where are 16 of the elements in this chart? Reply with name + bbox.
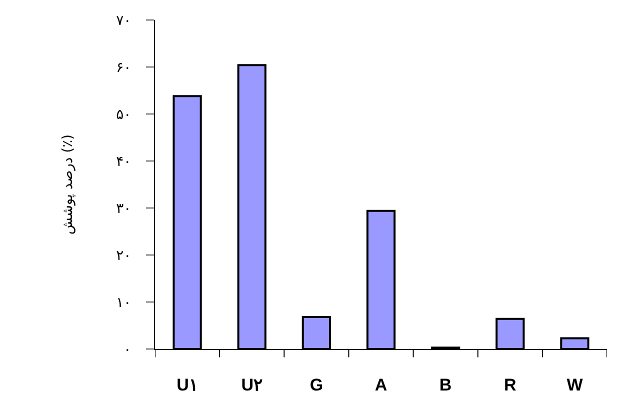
x-tick-label: U۱ (176, 375, 198, 394)
x-tick-label: W (566, 375, 584, 394)
y-tick-label: ۶۰ (116, 60, 132, 76)
y-axis-title: درصد پوشش (٪) (60, 134, 76, 235)
x-tick-label: A (374, 375, 388, 394)
x-tick-label: G (310, 375, 324, 394)
y-tick-label: ۲۰ (116, 248, 132, 264)
x-tick-label: B (439, 375, 452, 394)
y-tick-label: ۱۰ (116, 294, 132, 311)
y-tick-label: ۵۰ (116, 106, 132, 123)
y-tick-label: ۷۰ (116, 12, 132, 29)
y-tick-label: ۳۰ (116, 200, 132, 217)
x-tick-label: U۲ (241, 375, 262, 394)
y-tick-label: ۴۰ (116, 154, 132, 170)
y-tick-label: ۰ (124, 342, 132, 358)
x-tick-label: R (504, 375, 516, 394)
